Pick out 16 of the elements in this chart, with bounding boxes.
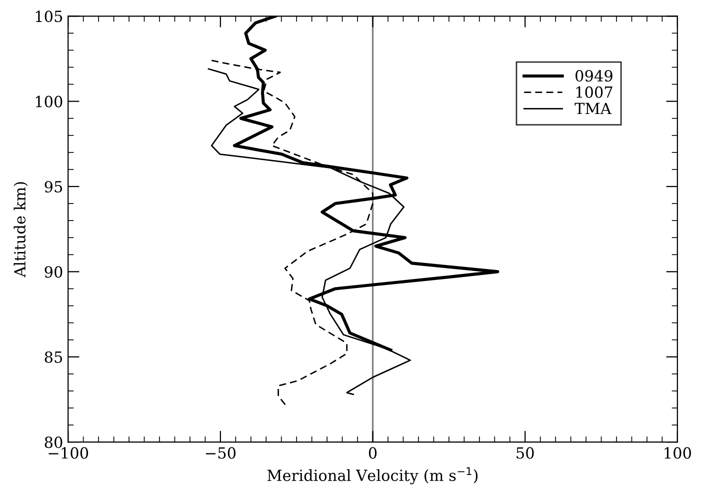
legend-label: 1007 [576, 86, 612, 98]
y-tick-label: 105 [36, 10, 62, 22]
legend-label: TMA [574, 102, 612, 114]
y-axis-title: Altitude km) [14, 182, 28, 278]
x-axis-title: Meridional Velocity (m s$^{−1}$) [267, 467, 478, 484]
y-tick-label: 90 [44, 266, 62, 278]
x-tick-label: 0 [368, 447, 377, 459]
x-tick-label: −100 [48, 447, 88, 459]
x-tick-label: −50 [206, 447, 236, 459]
y-tick-label: 100 [36, 96, 62, 108]
y-tick-label: 95 [44, 180, 62, 193]
y-tick-label: 85 [44, 351, 62, 363]
x-tick-label: 100 [664, 447, 691, 459]
legend-label: 0949 [576, 70, 612, 82]
x-tick-label: 50 [516, 447, 534, 459]
y-tick-label: 80 [44, 436, 62, 448]
